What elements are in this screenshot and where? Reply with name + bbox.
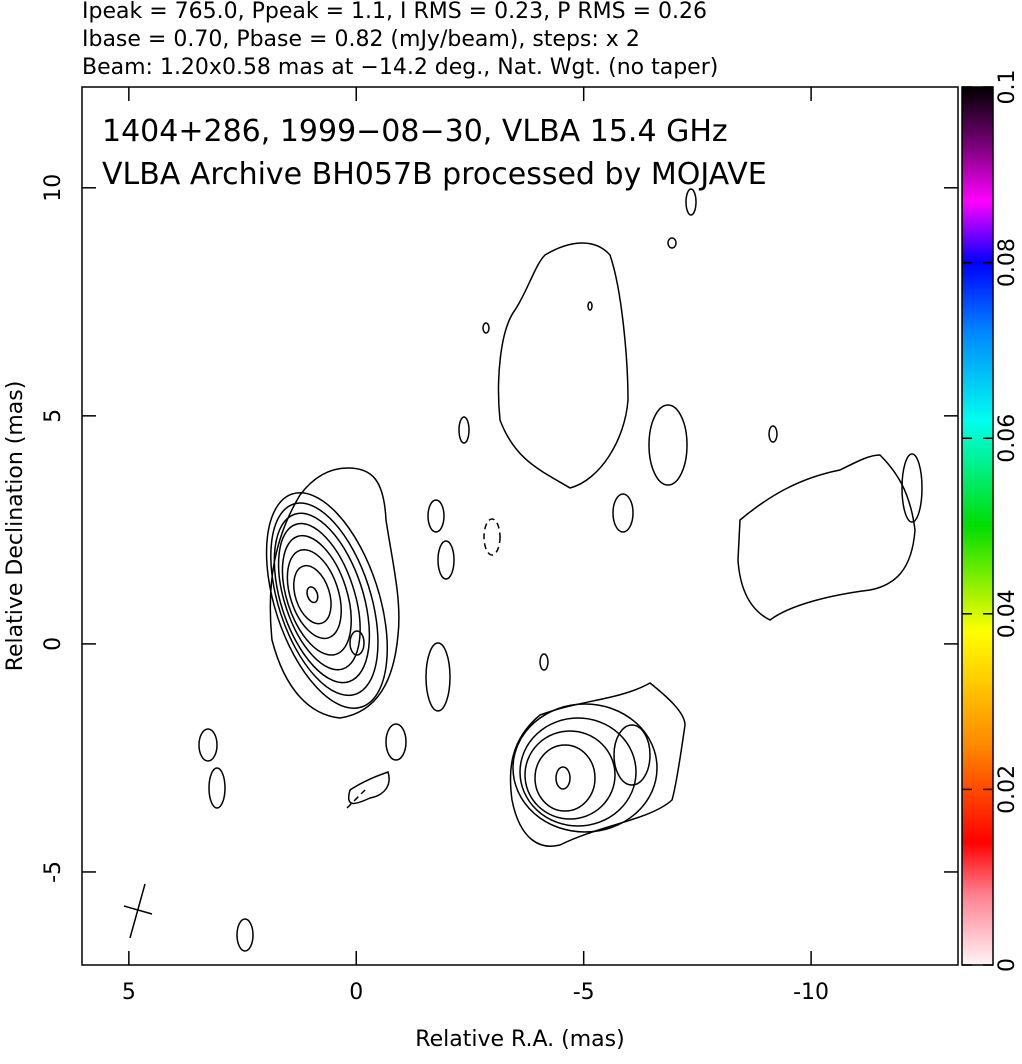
x-tick-label: -5 bbox=[573, 980, 595, 1005]
annotation: 1404+286, 1999−08−30, VLBA 15.4 GHz bbox=[102, 114, 728, 149]
y-axis-label: Relative Declination (mas) bbox=[3, 381, 28, 672]
y-tick-label: 10 bbox=[41, 174, 66, 202]
x-tick-label: 0 bbox=[349, 980, 363, 1005]
contours bbox=[198, 188, 923, 952]
header-line: Ibase = 0.70, Pbase = 0.82 (mJy/beam), s… bbox=[82, 27, 640, 52]
colorbar bbox=[961, 86, 994, 966]
annotation: VLBA Archive BH057B processed by MOJAVE bbox=[102, 157, 767, 192]
colorbar-tick-label: 0.08 bbox=[995, 238, 1020, 287]
colorbar-tick-label: 0.02 bbox=[995, 765, 1020, 814]
plot-frame bbox=[81, 86, 959, 966]
header-line: Beam: 1.20x0.58 mas at −14.2 deg., Nat. … bbox=[82, 55, 718, 80]
x-axis-label: Relative R.A. (mas) bbox=[415, 1027, 624, 1052]
x-tick-label: -10 bbox=[793, 980, 829, 1005]
colorbar-tick-label: 0.04 bbox=[995, 589, 1020, 638]
header-line: Ipeak = 765.0, Ppeak = 1.1, I RMS = 0.23… bbox=[82, 0, 707, 24]
y-tick-label: -5 bbox=[41, 861, 66, 883]
colorbar-tick-label: 0 bbox=[995, 958, 1020, 972]
colorbar-tick-label: 0.06 bbox=[995, 414, 1020, 463]
y-tick-label: 0 bbox=[41, 637, 66, 651]
beam bbox=[123, 883, 153, 939]
y-tick-label: 5 bbox=[41, 409, 66, 423]
colorbar-tick-label: 0.1 bbox=[995, 70, 1020, 105]
x-tick-label: 5 bbox=[122, 980, 136, 1005]
